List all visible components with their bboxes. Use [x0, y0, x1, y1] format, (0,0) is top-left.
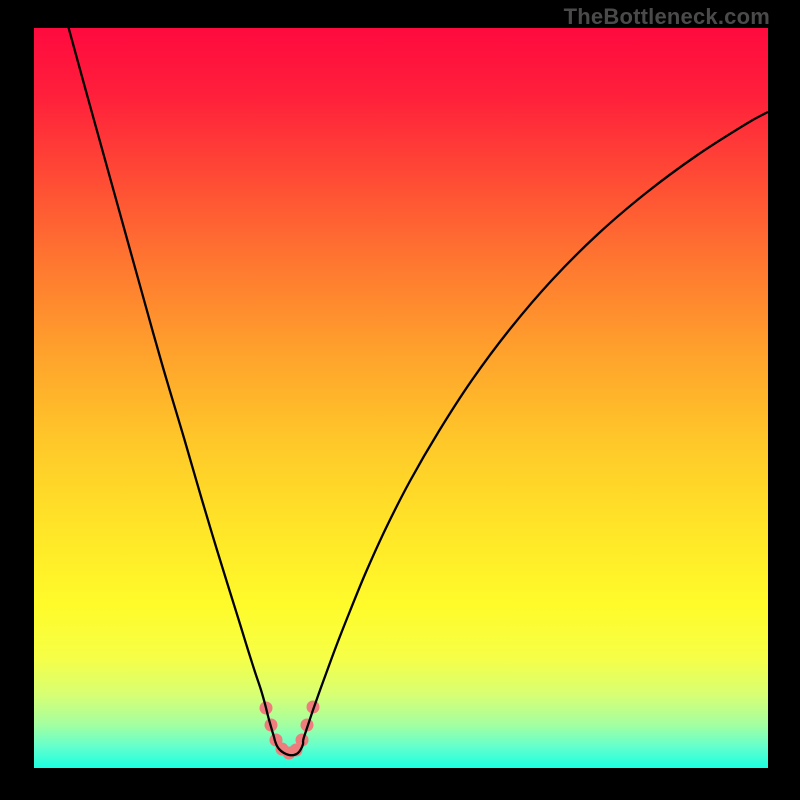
- plot-area: [34, 28, 768, 768]
- bottleneck-curve-chart: [34, 28, 768, 768]
- watermark-text: TheBottleneck.com: [564, 4, 770, 30]
